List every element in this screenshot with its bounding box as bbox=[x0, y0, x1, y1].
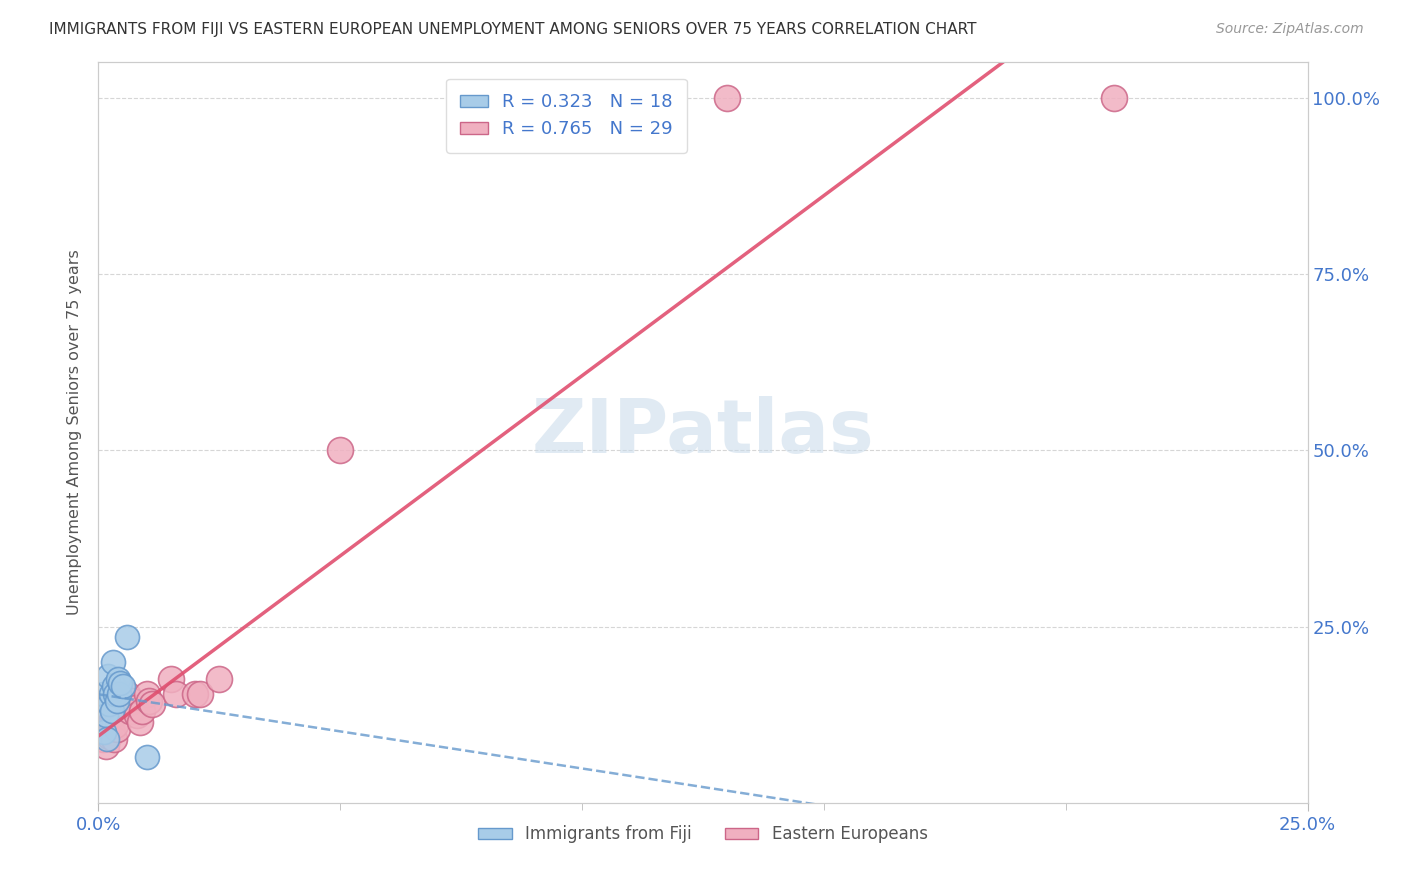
Point bbox=[188, 686, 211, 700]
Text: IMMIGRANTS FROM FIJI VS EASTERN EUROPEAN UNEMPLOYMENT AMONG SENIORS OVER 75 YEAR: IMMIGRANTS FROM FIJI VS EASTERN EUROPEAN… bbox=[49, 22, 977, 37]
Text: ZIPatlas: ZIPatlas bbox=[531, 396, 875, 469]
Point bbox=[104, 718, 127, 732]
Point bbox=[117, 630, 139, 644]
Point bbox=[97, 722, 120, 736]
Point bbox=[160, 673, 183, 687]
Legend: Immigrants from Fiji, Eastern Europeans: Immigrants from Fiji, Eastern Europeans bbox=[471, 819, 935, 850]
Point bbox=[100, 686, 122, 700]
Point bbox=[103, 732, 125, 747]
Point bbox=[103, 680, 125, 694]
Point bbox=[105, 722, 128, 736]
Point bbox=[118, 704, 141, 718]
Point bbox=[91, 686, 114, 700]
Point bbox=[329, 443, 352, 458]
Point bbox=[141, 697, 163, 711]
Point bbox=[101, 704, 124, 718]
Point bbox=[208, 673, 231, 687]
Point bbox=[1102, 91, 1125, 105]
Point bbox=[716, 91, 738, 105]
Point bbox=[91, 732, 114, 747]
Point bbox=[93, 725, 115, 739]
Point bbox=[96, 732, 118, 747]
Point bbox=[100, 714, 122, 729]
Point bbox=[108, 676, 131, 690]
Point bbox=[131, 704, 153, 718]
Point bbox=[97, 669, 120, 683]
Point bbox=[124, 700, 146, 714]
Point bbox=[135, 750, 157, 764]
Point bbox=[101, 707, 124, 722]
Point bbox=[94, 739, 117, 754]
Point bbox=[98, 729, 121, 743]
Point bbox=[135, 686, 157, 700]
Point bbox=[101, 655, 124, 669]
Point bbox=[96, 725, 118, 739]
Point bbox=[98, 697, 121, 711]
Point bbox=[127, 707, 149, 722]
Point bbox=[111, 680, 134, 694]
Point bbox=[101, 725, 124, 739]
Point bbox=[121, 693, 143, 707]
Point bbox=[128, 714, 150, 729]
Point bbox=[184, 686, 207, 700]
Point bbox=[165, 686, 187, 700]
Point bbox=[107, 686, 129, 700]
Point bbox=[117, 686, 139, 700]
Point bbox=[107, 673, 129, 687]
Point bbox=[94, 707, 117, 722]
Point bbox=[138, 693, 160, 707]
Point bbox=[104, 686, 127, 700]
Y-axis label: Unemployment Among Seniors over 75 years: Unemployment Among Seniors over 75 years bbox=[67, 250, 83, 615]
Text: Source: ZipAtlas.com: Source: ZipAtlas.com bbox=[1216, 22, 1364, 37]
Point bbox=[105, 693, 128, 707]
